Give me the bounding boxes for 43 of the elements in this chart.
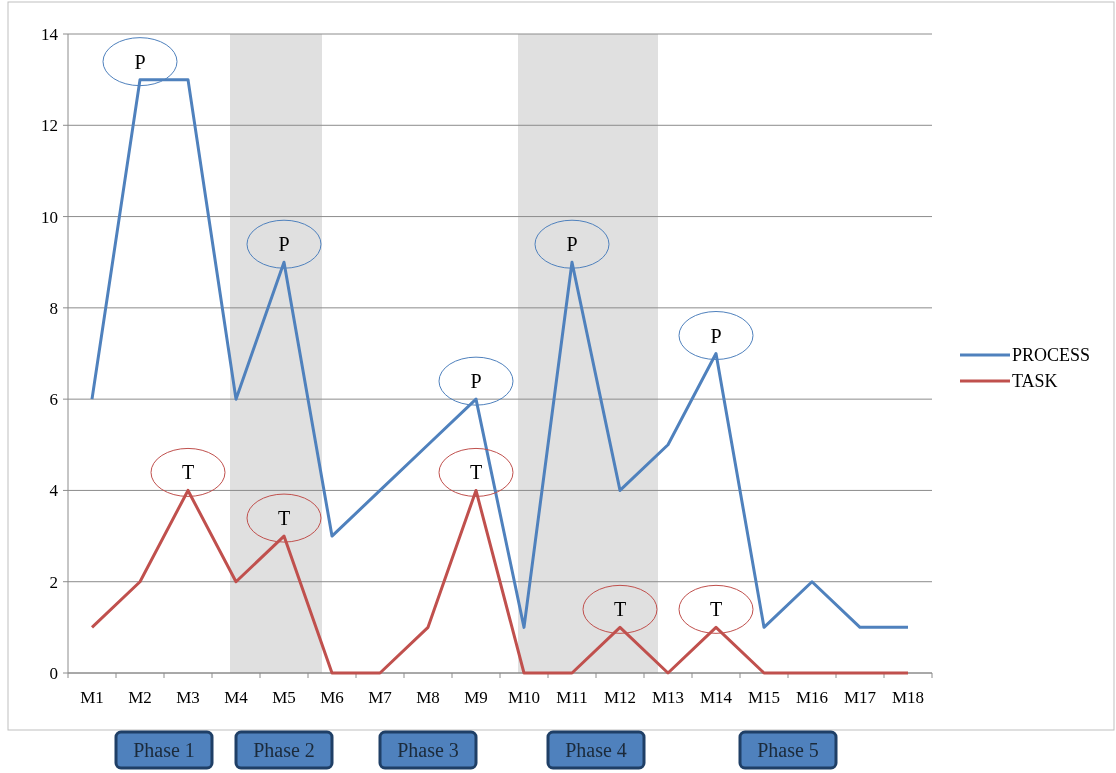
y-tick-label: 10 (41, 207, 58, 227)
y-tick-label: 6 (49, 390, 58, 410)
annotation: P (134, 50, 146, 73)
x-tick-label: M11 (556, 688, 588, 707)
x-tick-label: M5 (272, 688, 296, 707)
text: Phase 5 (757, 739, 819, 761)
x-tick-label: M18 (891, 688, 925, 707)
x-tick-label: M15 (747, 688, 781, 707)
x-tick-label: M17 (843, 688, 877, 707)
x-tick-label: M12 (603, 688, 637, 707)
y-tick-label: 0 (49, 663, 58, 683)
text: Phase 3 (397, 739, 459, 761)
x-tick-label: M1 (80, 688, 104, 707)
annotation: T (613, 598, 627, 621)
x-tick-label: M3 (176, 688, 200, 707)
x-tick-label: M8 (416, 688, 440, 707)
annotation: P (278, 233, 290, 256)
annotation: P (710, 324, 722, 347)
x-tick-label: M9 (464, 688, 488, 707)
y-tick-label: 14 (41, 24, 59, 44)
y-tick-label: 4 (49, 481, 59, 501)
annotation: T (469, 461, 483, 484)
x-tick-label: M7 (368, 688, 393, 707)
x-tick-label: M13 (651, 688, 685, 707)
y-tick-label: 8 (49, 298, 58, 318)
annotation: T (277, 507, 291, 530)
y-tick-label: 2 (49, 572, 58, 592)
y-tick-label: 12 (41, 116, 58, 136)
x-tick-label: M10 (507, 688, 541, 707)
legend-label: PROCESS (1012, 345, 1091, 366)
x-tick-label: M16 (795, 688, 829, 707)
annotation: P (470, 370, 482, 393)
text: Phase 1 (133, 739, 195, 761)
text: Phase 4 (565, 739, 627, 761)
annotation: T (709, 598, 723, 621)
x-tick-label: M4 (224, 688, 249, 707)
annotation: T (181, 461, 195, 484)
annotation: P (566, 233, 578, 256)
x-tick-label: M6 (320, 688, 344, 707)
legend-label: TASK (1012, 371, 1058, 392)
text: Phase 2 (253, 739, 315, 761)
x-tick-label: M14 (699, 688, 733, 707)
x-tick-label: M2 (128, 688, 152, 707)
